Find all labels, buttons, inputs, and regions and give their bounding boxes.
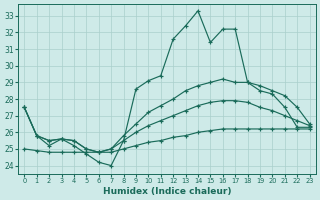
X-axis label: Humidex (Indice chaleur): Humidex (Indice chaleur) bbox=[103, 187, 231, 196]
